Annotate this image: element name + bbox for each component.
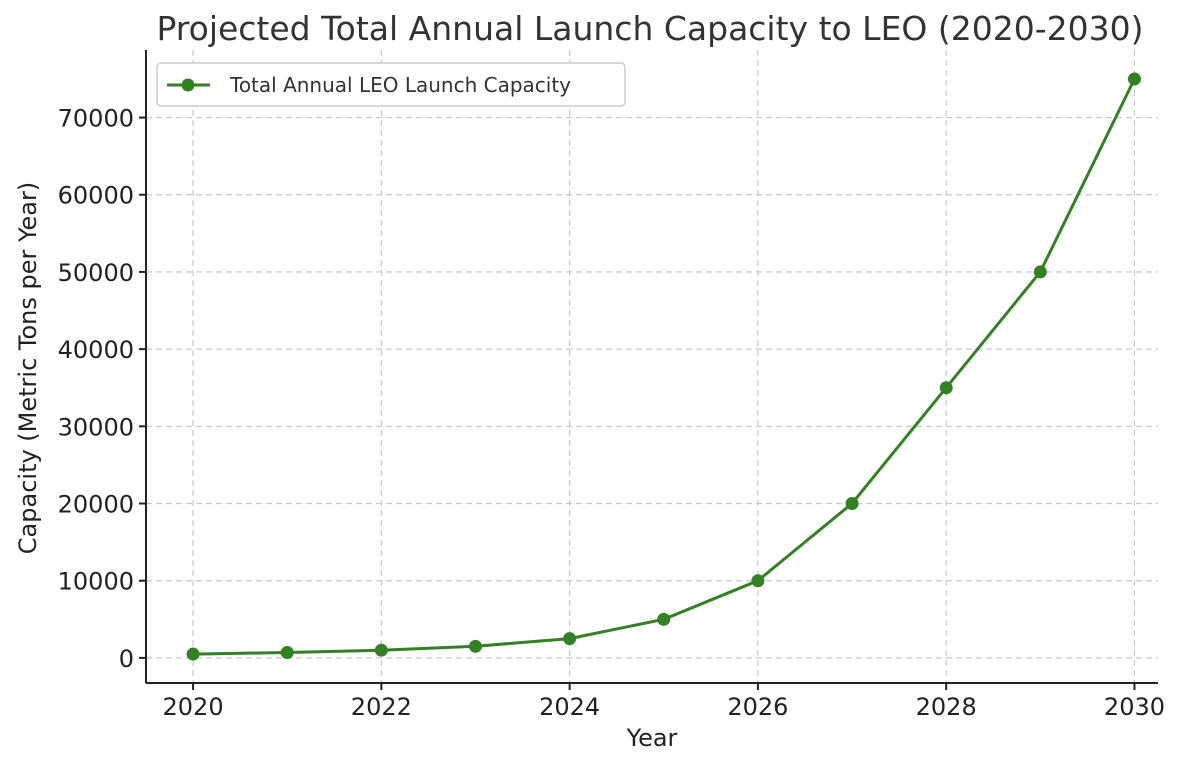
legend-box: [156, 62, 626, 107]
legend-label: Total Annual LEO Launch Capacity: [229, 73, 571, 97]
ticks-layer: 2020 2022 2024 2026 2028 2030 0 10000 20000 30000…: [58, 105, 1165, 721]
x-tick-label: 2030: [1104, 693, 1165, 721]
data-point: [845, 497, 859, 511]
data-point: [657, 612, 671, 626]
y-tick-label: 70000: [58, 105, 134, 133]
data-point: [186, 647, 200, 661]
y-axis-label: Capacity (Metric Tons per Year): [14, 182, 42, 554]
y-tick-label: 60000: [58, 182, 134, 210]
legend-marker-swatch: [181, 78, 195, 92]
legend: Total Annual LEO Launch Capacity: [156, 62, 626, 107]
data-point: [563, 632, 577, 646]
y-tick-label: 20000: [58, 491, 134, 519]
data-point: [468, 639, 482, 653]
data-point: [280, 646, 294, 660]
y-tick-label: 30000: [58, 413, 134, 441]
x-axis-label: Year: [626, 724, 678, 752]
data-point: [751, 574, 765, 588]
y-tick-label: 40000: [58, 336, 134, 364]
chart-title: Projected Total Annual Launch Capacity t…: [156, 9, 1143, 48]
data-point: [374, 643, 388, 657]
y-tick-label: 0: [119, 645, 134, 673]
grid-layer: [146, 50, 1158, 683]
x-tick-label: 2026: [727, 693, 788, 721]
y-tick-label: 10000: [58, 568, 134, 596]
x-tick-label: 2024: [539, 693, 600, 721]
series-layer: [186, 72, 1141, 661]
data-point: [1127, 72, 1141, 86]
series-line: [193, 78, 1136, 656]
axes-layer: [145, 50, 1158, 684]
x-tick-label: 2020: [163, 693, 224, 721]
data-point: [1033, 265, 1047, 279]
y-tick-label: 50000: [58, 259, 134, 287]
x-tick-label: 2028: [916, 693, 977, 721]
x-tick-label: 2022: [351, 693, 412, 721]
data-point: [939, 381, 953, 395]
